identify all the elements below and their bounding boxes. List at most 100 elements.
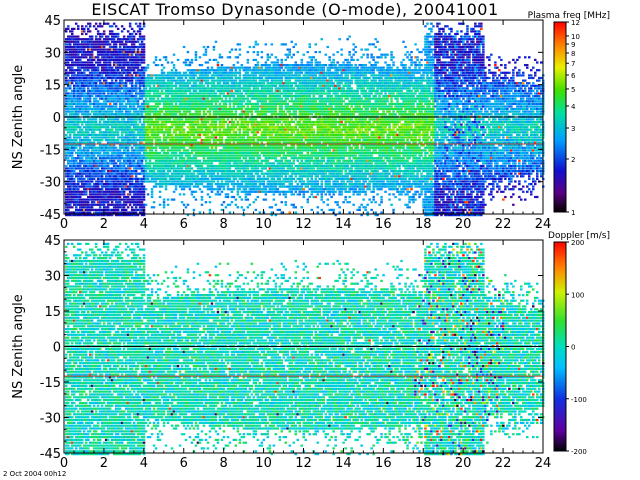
- data-cell: [77, 92, 80, 95]
- data-cell: [98, 120, 102, 124]
- data-cell: [210, 66, 214, 69]
- data-cell: [142, 35, 146, 38]
- data-cell: [206, 79, 210, 82]
- data-cell: [90, 170, 94, 173]
- data-cell: [234, 113, 238, 116]
- data-cell: [150, 76, 154, 80]
- data-cell: [69, 56, 72, 59]
- data-cell: [75, 120, 78, 124]
- data-cell: [81, 203, 84, 206]
- data-cell: [88, 38, 92, 41]
- data-cell: [73, 92, 76, 95]
- data-cell: [212, 172, 216, 175]
- data-cell: [90, 64, 94, 67]
- data-cell: [67, 126, 70, 129]
- data-cell: [124, 58, 128, 61]
- data-cell: [88, 188, 92, 191]
- data-cell: [122, 190, 126, 193]
- data-cell: [83, 56, 86, 59]
- data-cell: [128, 193, 132, 196]
- data-cell: [81, 123, 84, 126]
- data-cell: [69, 206, 72, 209]
- data-cell: [69, 76, 72, 80]
- data-cell: [67, 131, 70, 134]
- data-cell: [69, 123, 72, 126]
- data-cell: [106, 22, 110, 25]
- data-cell: [65, 188, 68, 191]
- data-cell: [77, 172, 80, 175]
- data-cell: [83, 193, 86, 196]
- data-cell: [81, 27, 84, 30]
- data-cell: [79, 159, 82, 162]
- data-cell: [146, 193, 150, 196]
- data-cell: [87, 87, 90, 90]
- data-cell: [90, 154, 94, 157]
- data-cell: [106, 40, 110, 43]
- data-cell: [85, 84, 88, 87]
- data-cell: [77, 141, 80, 144]
- data-cell: [77, 149, 80, 152]
- data-cell: [67, 162, 70, 165]
- data-cell: [118, 201, 122, 204]
- data-cell: [210, 162, 214, 165]
- data-cell: [69, 40, 72, 43]
- data-cell: [79, 151, 82, 155]
- data-cell: [92, 185, 96, 188]
- data-cell: [69, 139, 72, 142]
- data-cell: [184, 113, 188, 116]
- data-cell: [85, 95, 88, 98]
- data-cell: [204, 107, 208, 111]
- data-cell: [206, 45, 210, 49]
- data-cell: [242, 175, 246, 178]
- data-cell: [65, 139, 68, 142]
- data-cell: [206, 120, 210, 124]
- data-cell: [128, 71, 132, 74]
- data-cell: [222, 185, 226, 188]
- data-cell: [69, 51, 72, 54]
- data-cell: [92, 141, 96, 144]
- data-cell: [194, 74, 198, 77]
- data-cell: [81, 110, 84, 113]
- data-cell: [65, 149, 68, 152]
- data-cell: [230, 190, 234, 193]
- data-cell: [96, 56, 100, 59]
- data-cell: [88, 92, 92, 95]
- data-cell: [87, 208, 90, 211]
- data-cell: [77, 76, 80, 80]
- data-cell: [88, 25, 92, 28]
- data-cell: [85, 208, 88, 211]
- data-cell: [158, 203, 162, 206]
- data-cell: [81, 51, 84, 54]
- data-cell: [85, 38, 88, 41]
- data-cell: [83, 208, 86, 211]
- data-cell: [92, 139, 96, 142]
- data-cell: [85, 110, 88, 113]
- data-cell: [212, 82, 216, 85]
- data-cell: [192, 76, 196, 80]
- data-cell: [202, 110, 206, 113]
- data-cell: [79, 203, 82, 206]
- data-cell: [220, 190, 224, 193]
- data-cell: [83, 105, 86, 108]
- data-cell: [79, 136, 82, 139]
- data-cell: [252, 157, 256, 160]
- data-cell: [224, 120, 228, 124]
- data-cell: [85, 144, 88, 147]
- data-cell: [69, 214, 72, 217]
- data-cell: [200, 183, 204, 186]
- data-cell: [85, 193, 88, 196]
- data-cell: [216, 64, 220, 67]
- data-cell: [87, 84, 90, 87]
- data-cell: [75, 185, 78, 188]
- data-cell: [71, 159, 74, 162]
- data-cell: [242, 100, 246, 103]
- data-cell: [90, 164, 94, 168]
- data-cell: [90, 79, 94, 82]
- data-cell: [90, 40, 94, 43]
- data-cell: [75, 167, 78, 170]
- data-cell: [140, 40, 144, 43]
- data-cell: [87, 51, 90, 54]
- data-cell: [73, 120, 76, 124]
- data-cell: [240, 198, 244, 201]
- data-cell: [102, 170, 106, 173]
